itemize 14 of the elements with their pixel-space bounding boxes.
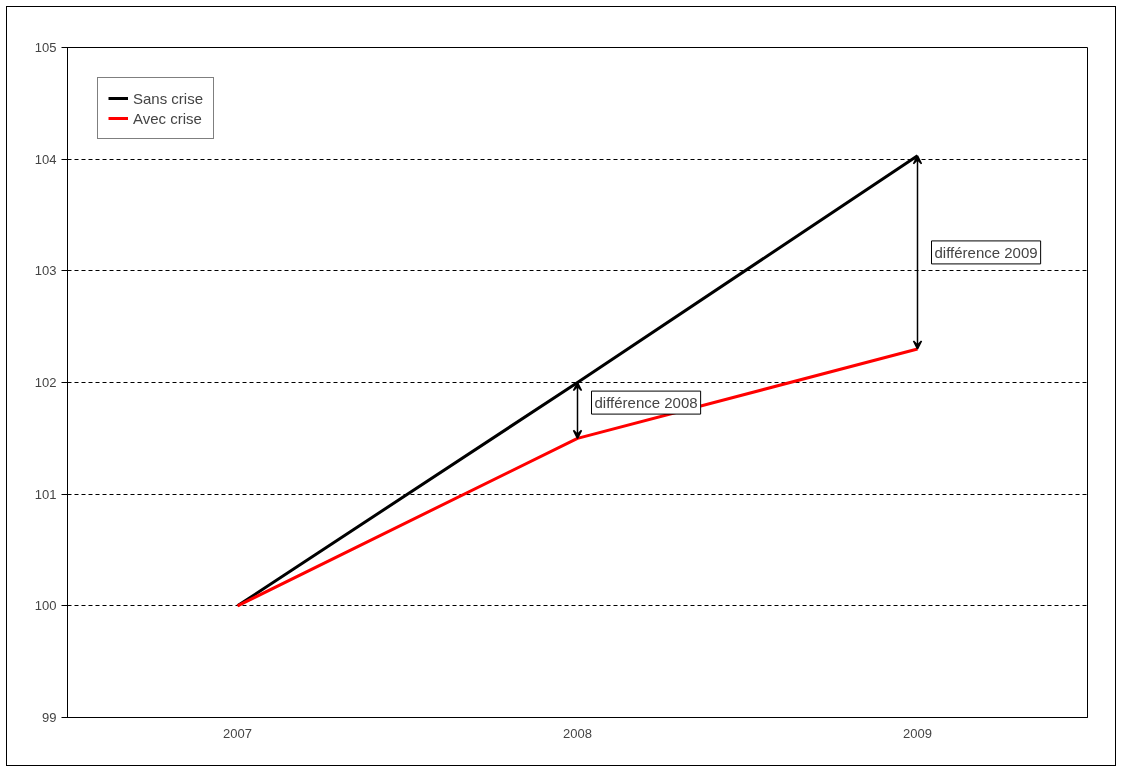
y-tick-label: 104	[34, 151, 57, 167]
y-tick-label: 103	[34, 263, 57, 279]
annotation: différence 2008	[594, 394, 698, 412]
y-tick-label: 100	[34, 598, 57, 614]
x-tick-label: 2007	[223, 725, 252, 741]
y-tick-label: 101	[34, 486, 57, 502]
y-tick-label: 105	[34, 40, 57, 55]
y-tick-label: 102	[34, 375, 57, 390]
x-tick-label: 2008	[563, 725, 592, 741]
legend-label: Avec crise	[133, 109, 202, 127]
y-tick-label: 99	[42, 710, 57, 725]
annotation: différence 2009	[934, 243, 1038, 261]
x-tick-label: 2009	[903, 725, 932, 741]
legend-label: Sans crise	[133, 89, 204, 107]
